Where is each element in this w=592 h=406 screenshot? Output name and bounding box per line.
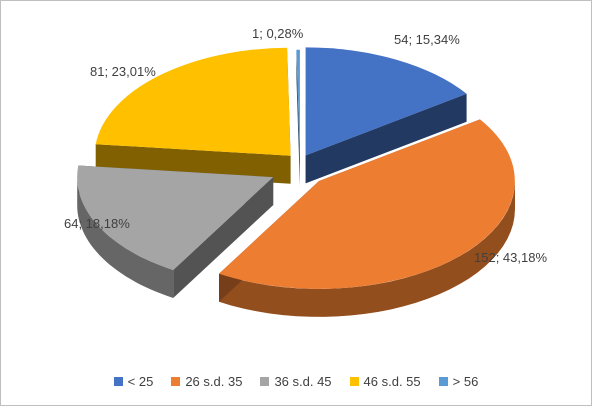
legend-swatch [260,376,270,386]
legend-label: < 25 [127,373,154,389]
legend-label: 36 s.d. 45 [274,373,332,389]
pie-slice-wall-1 [219,180,515,317]
legend-item-1: 26 s.d. 35 [171,374,242,389]
pie-slice-0 [305,47,467,156]
pie-slice-1 [219,119,515,289]
legend-swatch [113,376,123,386]
pie-slice-side-2-0 [173,177,274,298]
pie-slice-side-4-0 [296,49,300,186]
legend-item-2: 36 s.d. 45 [260,373,332,389]
legend-swatch [438,376,448,386]
data-labels: 54; 15,34% 152; 43,18% 64; 18,18% 81; 23,01… [64,26,547,265]
legend-item-4: > 56 [438,373,479,389]
data-label-3: 81; 23,01% [90,64,156,79]
legend-item-0: < 25 [113,373,154,389]
pie-slice-wall-2 [77,177,174,298]
pie-slice-3 [95,47,291,156]
pie-slice-4 [296,49,300,158]
legend-swatch [171,376,181,386]
data-label-0: 54; 15,34% [394,32,460,47]
legend-label: 46 s.d. 55 [363,373,421,389]
legend-item-3: 46 s.d. 55 [349,373,421,389]
legend-swatch [349,376,359,386]
legend-label: > 56 [452,373,479,389]
pie-slices [77,47,515,317]
data-label-1: 152; 43,18% [474,250,547,265]
data-label-2: 64; 18,18% [64,216,130,231]
data-label-4: 1; 0,28% [252,26,304,41]
legend: < 25 26 s.d. 35 36 s.d. 45 46 s.d. 55 > 56 [0,370,592,392]
legend-label: 26 s.d. 35 [185,373,243,389]
pie-slice-side-0-1 [305,93,467,184]
pie-slice-2 [77,165,274,270]
